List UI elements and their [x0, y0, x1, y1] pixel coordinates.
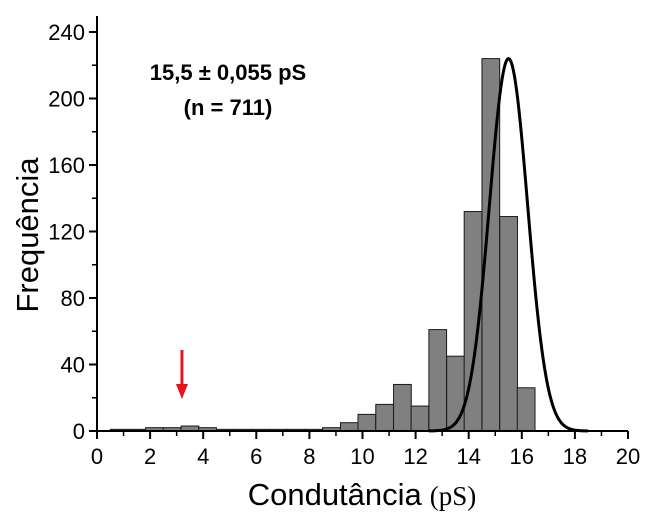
x-tick-label: 20: [616, 444, 640, 469]
x-axis-title-text: Condutância: [248, 477, 423, 512]
x-ticks: 0 2 4 6 8 10 12 14 16 18 20: [91, 431, 640, 469]
y-tick-label: 40: [61, 353, 85, 378]
x-tick-label: 12: [403, 444, 427, 469]
histogram-bar: [357, 413, 377, 432]
x-tick-label: 4: [197, 444, 209, 469]
histogram-bar: [410, 405, 430, 432]
x-tick-label: 6: [250, 444, 262, 469]
x-tick-label: 18: [563, 444, 587, 469]
red-arrow-icon: [175, 350, 188, 399]
x-axis-title: Condutância (pS): [248, 477, 477, 512]
y-tick-label: 120: [48, 220, 85, 245]
y-tick-label: 200: [48, 87, 85, 112]
histogram-bar: [339, 422, 359, 432]
histogram-bar: [375, 403, 394, 432]
histogram-bar: [446, 355, 465, 432]
x-axis-title-unit: (pS): [430, 481, 477, 511]
annotation-count: (n = 711): [184, 95, 273, 120]
x-tick-label: 14: [456, 444, 480, 469]
gaussian-fit-curve: [428, 56, 589, 433]
y-tick-label: 0: [73, 419, 85, 444]
y-ticks: 0 40 80 120 160 200 240: [48, 20, 97, 444]
histogram-bar: [499, 216, 518, 432]
x-tick-label: 2: [144, 444, 156, 469]
histogram-bar: [516, 387, 536, 432]
y-axis-title: Frequência: [10, 157, 45, 313]
x-tick-label: 0: [91, 444, 103, 469]
y-tick-label: 240: [48, 20, 85, 45]
x-tick-label: 16: [510, 444, 534, 469]
x-tick-label: 10: [350, 444, 374, 469]
histogram-bar: [428, 329, 448, 432]
histogram-bar: [393, 383, 412, 432]
x-tick-label: 8: [303, 444, 315, 469]
y-tick-label: 80: [61, 286, 85, 311]
y-tick-label: 160: [48, 153, 85, 178]
annotation-value: 15,5 ± 0,055 pS: [150, 60, 306, 85]
